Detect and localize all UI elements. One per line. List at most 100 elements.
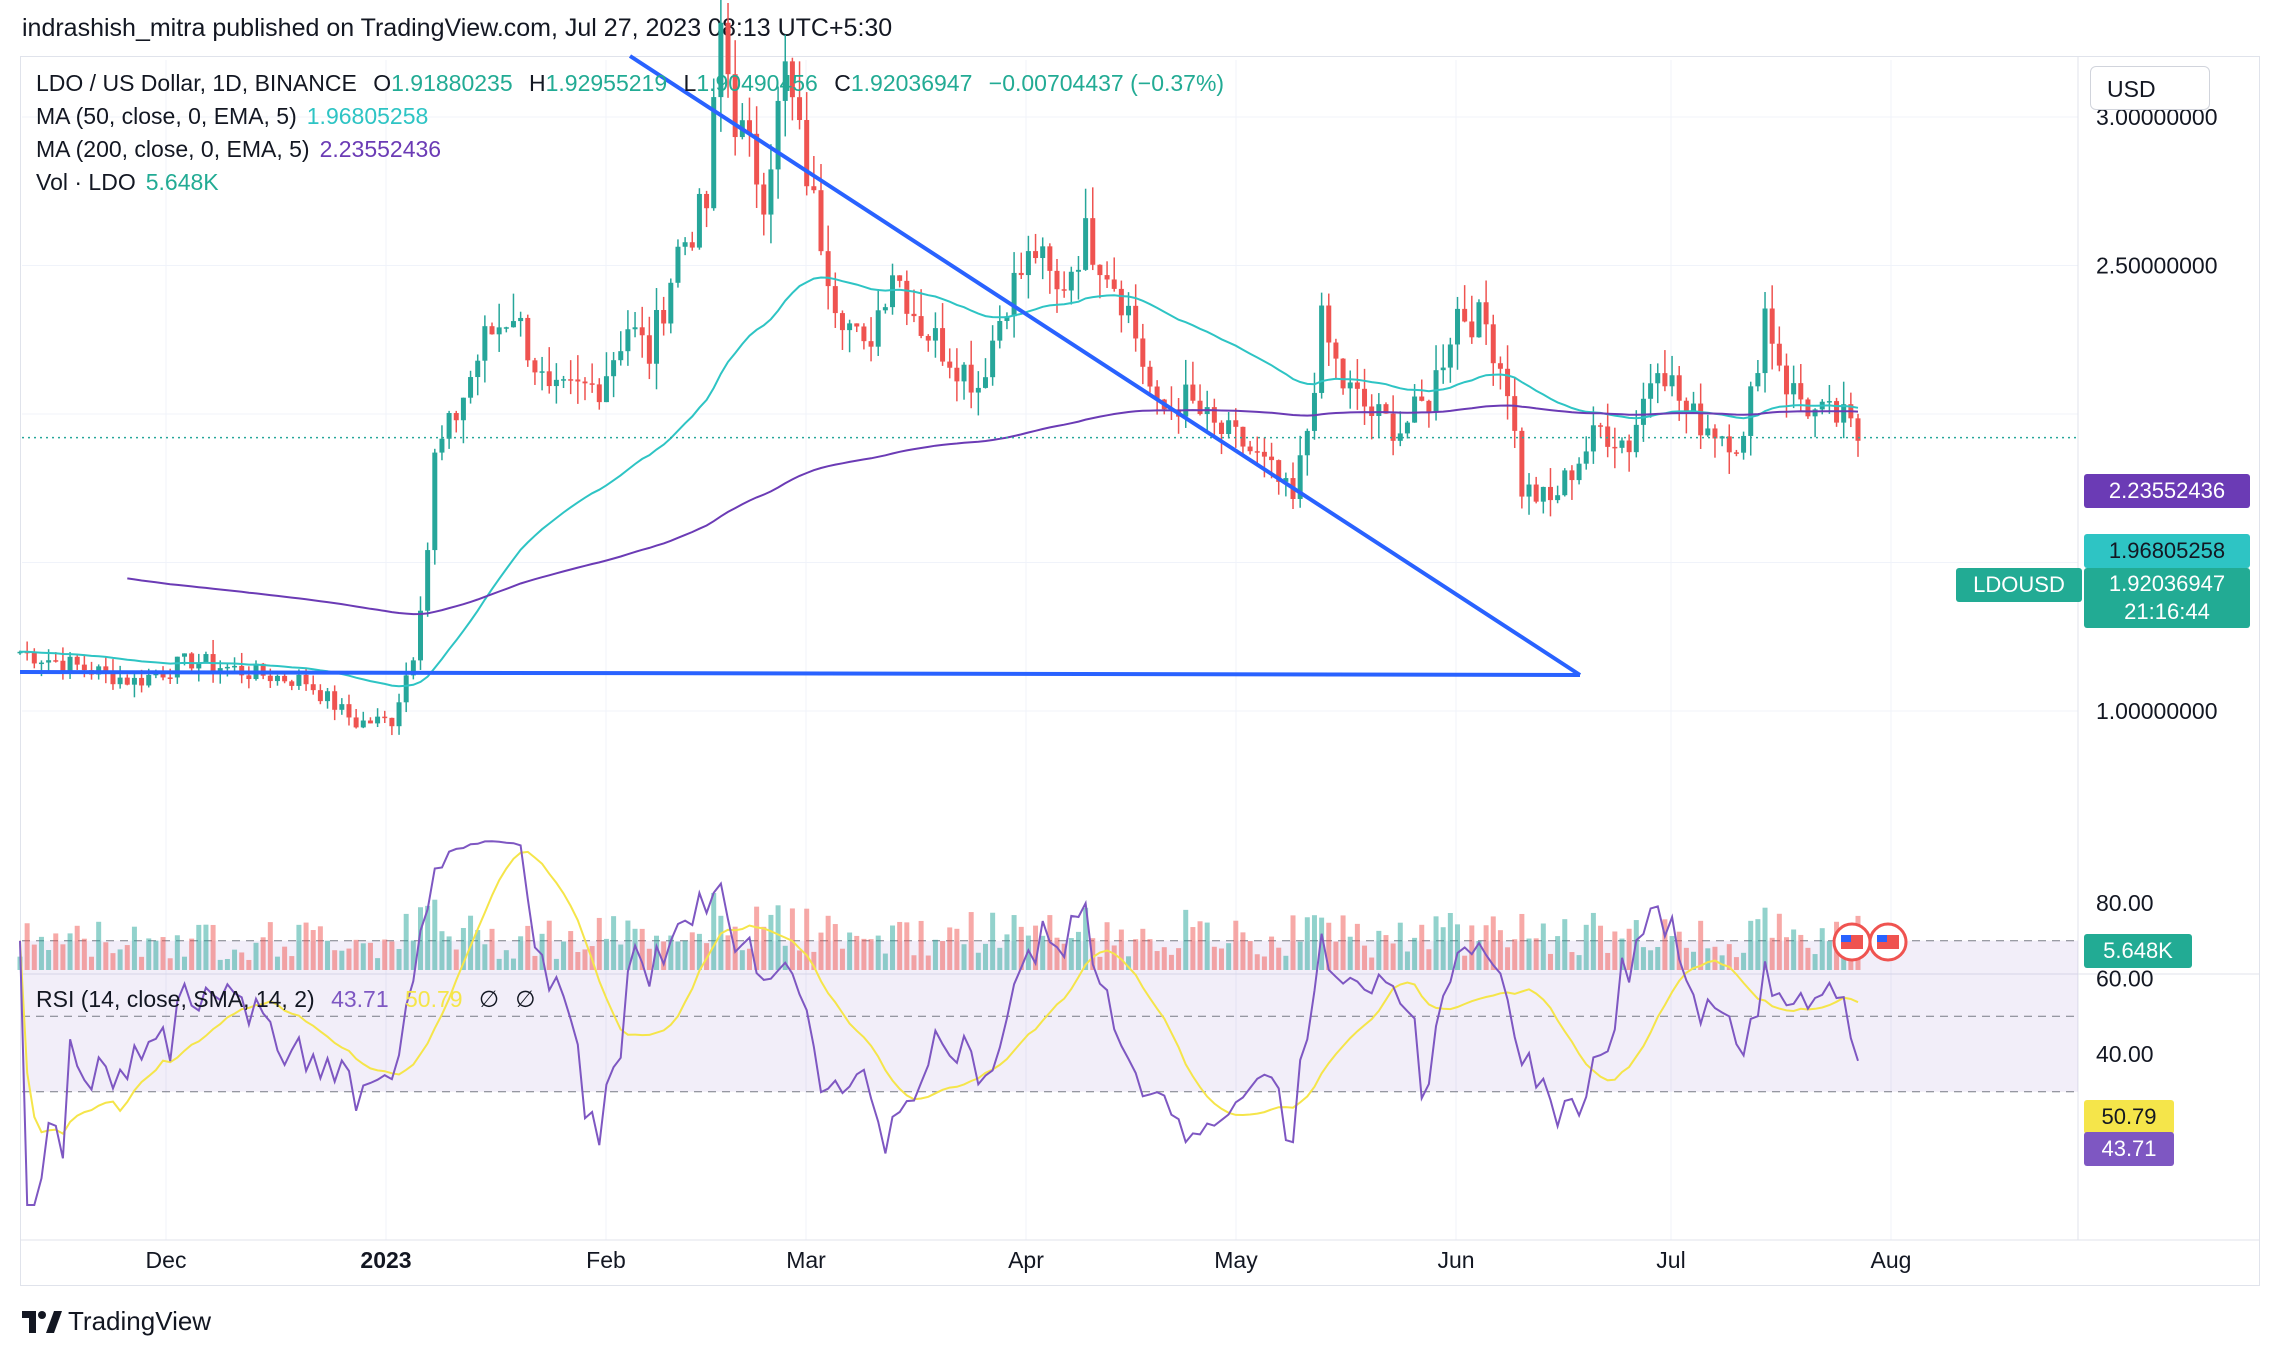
volume-bar <box>1304 917 1310 970</box>
volume-bar <box>947 927 953 970</box>
candle-body <box>968 364 974 393</box>
volume-bar <box>1605 952 1611 970</box>
volume-bar <box>274 956 280 970</box>
candle-body <box>825 251 831 287</box>
volume-bar <box>174 935 180 970</box>
candle-body <box>1583 451 1589 464</box>
volume-bar <box>1755 919 1761 970</box>
last-price-value: 1.92036947 <box>2108 571 2226 596</box>
candle-body <box>196 663 202 669</box>
volume-bar <box>1512 939 1518 970</box>
legend-ma200[interactable]: MA (200, close, 0, EMA, 5) 2.23552436 <box>36 136 442 162</box>
volume-bar <box>839 948 845 970</box>
axes: 3.500000003.000000002.500000001.50000000… <box>146 104 2218 1273</box>
candle-body <box>1383 404 1389 414</box>
volume-bar <box>217 959 223 970</box>
volume-bar <box>1018 926 1024 970</box>
volume-bar <box>1762 907 1768 970</box>
candle-body <box>1855 418 1861 441</box>
candle-body <box>1648 383 1654 399</box>
volume-bar <box>139 956 145 970</box>
candle-body <box>153 673 159 676</box>
candle-body <box>990 340 996 378</box>
candle-body <box>1197 400 1203 415</box>
volume-bar <box>1598 925 1604 970</box>
candle-body <box>811 186 817 191</box>
legend-rsi[interactable]: RSI (14, close, SMA, 14, 2) 43.71 50.79 … <box>36 986 536 1012</box>
candle-body <box>74 656 80 665</box>
time-tick-label: Aug <box>1871 1247 1912 1273</box>
volume-bar <box>310 930 316 970</box>
candle-body <box>661 310 667 324</box>
chart-canvas[interactable]: 3.500000003.000000002.500000001.50000000… <box>0 0 2278 1290</box>
candle-body <box>503 327 509 329</box>
candle-body <box>897 275 903 281</box>
volume-bar <box>489 928 495 970</box>
volume-bar <box>346 948 352 970</box>
volume-bar <box>446 936 452 970</box>
volume-bar <box>1683 947 1689 970</box>
volume-bar <box>1240 932 1246 970</box>
candle-body <box>1519 430 1525 497</box>
candle-body <box>1683 400 1689 413</box>
volume-bar <box>1362 945 1368 970</box>
candle-body <box>1447 344 1453 368</box>
volume-bar <box>689 932 695 970</box>
volume-bar <box>1819 928 1825 970</box>
candle-body <box>1841 404 1847 423</box>
volume-bar <box>296 924 302 970</box>
volume-bar <box>603 938 609 970</box>
volume-bar <box>1669 936 1675 970</box>
candle-body <box>553 379 559 387</box>
volume-bar <box>582 949 588 970</box>
candle-body <box>625 329 631 352</box>
legend-symbol[interactable]: LDO / US Dollar, 1D, BINANCE <box>36 70 357 96</box>
volume-bar <box>282 946 288 970</box>
volume-bar <box>1447 913 1453 970</box>
candle-body <box>1104 275 1110 280</box>
volume-bar <box>1455 924 1460 970</box>
candle-body <box>1040 246 1046 259</box>
candle-body <box>38 662 44 665</box>
rsi-tick-label: 60.00 <box>2096 966 2154 992</box>
volume-bar <box>861 938 867 970</box>
volume-bar <box>74 925 80 970</box>
candle-body <box>139 677 145 686</box>
volume-bar <box>375 958 381 970</box>
candle-body <box>1090 218 1096 265</box>
volume-bar <box>825 915 831 970</box>
volume-bar <box>1691 951 1697 970</box>
candle-body <box>761 184 767 215</box>
volume-bar <box>1161 947 1167 970</box>
currency-button[interactable]: USD <box>2090 66 2210 110</box>
ma200-price-tag: 2.23552436 <box>2084 474 2250 508</box>
volume-bar <box>1648 950 1654 970</box>
volume-bar <box>89 956 95 970</box>
volume-bar <box>496 958 502 970</box>
candle-body <box>1061 289 1067 291</box>
volume-bar <box>1104 922 1110 970</box>
footer-brand[interactable]: TradingView <box>22 1306 211 1337</box>
legend-volume[interactable]: Vol · LDO 5.648K <box>36 169 219 195</box>
volume-bar <box>789 908 795 970</box>
volume-bar <box>239 952 245 970</box>
candle-body <box>975 387 981 393</box>
volume-bar <box>453 949 459 970</box>
candle-body <box>1655 373 1661 384</box>
candle-body <box>1726 436 1732 453</box>
candle-body <box>224 666 230 669</box>
candle-body <box>654 310 659 364</box>
candle-body <box>682 242 688 247</box>
candle-body <box>1490 324 1496 364</box>
candle-body <box>1311 392 1317 431</box>
candle-body <box>1562 470 1568 496</box>
volume-bar <box>1383 935 1389 970</box>
volume-bar <box>1197 921 1203 970</box>
volume-bar <box>539 933 545 970</box>
candle-body <box>1033 251 1039 259</box>
volume-bar <box>1440 927 1446 970</box>
legend-ma50[interactable]: MA (50, close, 0, EMA, 5) 1.96805258 <box>36 103 429 129</box>
candle-body <box>310 684 316 691</box>
candle-body <box>1526 484 1532 497</box>
candle-body <box>246 675 252 680</box>
